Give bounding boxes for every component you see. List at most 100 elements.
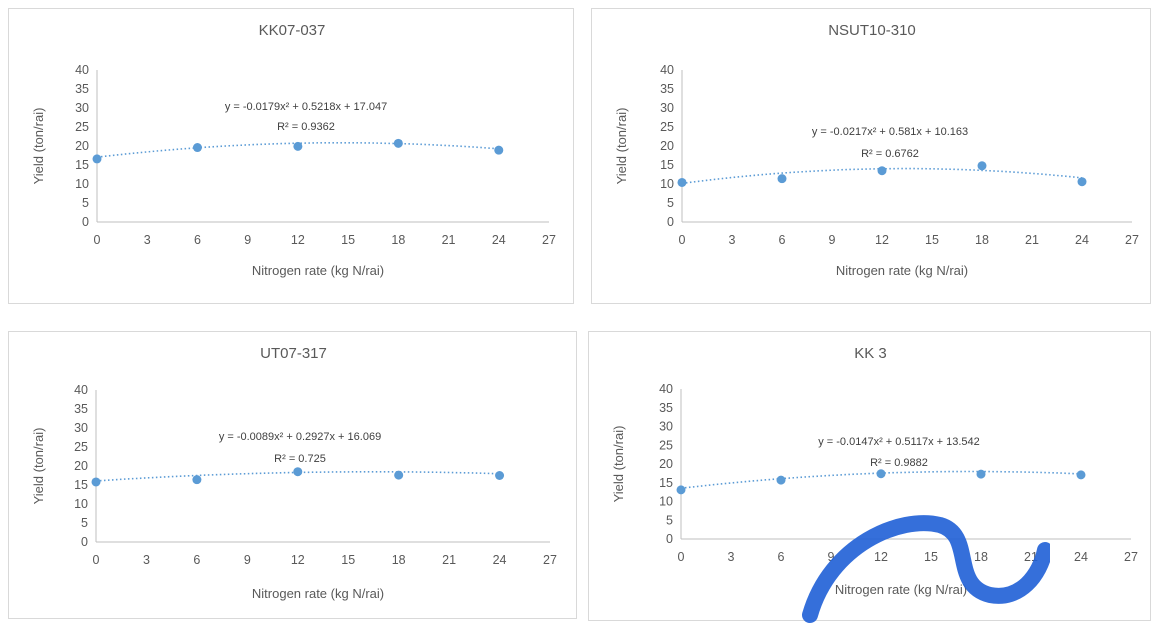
r-squared-label: R² = 0.725 (274, 453, 326, 465)
x-tick-label: 27 (542, 233, 556, 247)
y-tick-label: 5 (82, 196, 89, 210)
y-tick-label: 10 (660, 177, 674, 191)
data-point (192, 475, 202, 485)
data-point (293, 467, 303, 477)
data-point (293, 141, 303, 151)
x-tick-label: 15 (341, 233, 355, 247)
y-tick-label: 20 (74, 459, 88, 473)
x-tick-label: 21 (442, 233, 456, 247)
trendline (95, 471, 500, 482)
x-tick-label: 24 (492, 233, 506, 247)
chart-svg: UT07-317 0 5 10 15 20 25 30 35 40 0 3 6 9 12 15 18 21 24 27… (31, 345, 557, 601)
x-tick-label: 21 (442, 553, 456, 567)
y-tick-label: 25 (74, 440, 88, 454)
y-axis-title: Yield (ton/rai) (31, 428, 46, 505)
x-axis-title: Nitrogen rate (kg N/rai) (835, 582, 967, 597)
y-tick-label: 40 (74, 383, 88, 397)
y-tick-label: 10 (74, 497, 88, 511)
y-tick-label: 35 (75, 82, 89, 96)
data-point (1077, 177, 1087, 187)
x-tick-label: 15 (925, 233, 939, 247)
x-tick-label: 18 (392, 553, 406, 567)
r-squared-label: R² = 0.9362 (277, 121, 335, 133)
data-point (91, 477, 101, 487)
chart-title: NSUT10-310 (828, 22, 916, 39)
data-point (677, 177, 687, 187)
x-tick-label: 9 (244, 233, 251, 247)
chart-title: UT07-317 (260, 345, 327, 362)
y-axis-title: Yield (ton/rai) (31, 108, 46, 185)
x-tick-label: 12 (875, 233, 889, 247)
x-tick-label: 9 (244, 553, 251, 567)
y-tick-label: 25 (660, 120, 674, 134)
x-tick-label: 12 (291, 553, 305, 567)
trend-equation: y = -0.0217x² + 0.581x + 10.163 (812, 126, 968, 138)
y-tick-label: 15 (75, 158, 89, 172)
data-point (776, 475, 786, 485)
chart-svg: KK 3 0 5 10 15 20 25 30 35 40 0 3 6 9 12 15 18 21 24 27 Yiel… (611, 345, 1138, 597)
data-point (877, 166, 887, 176)
x-axis-title: Nitrogen rate (kg N/rai) (252, 586, 384, 601)
y-tick-label: 25 (659, 438, 673, 452)
y-tick-label: 0 (81, 535, 88, 549)
y-tick-label: 20 (659, 457, 673, 471)
x-tick-label: 3 (729, 233, 736, 247)
data-point (494, 145, 504, 155)
y-tick-label: 30 (660, 101, 674, 115)
y-tick-label: 20 (75, 139, 89, 153)
data-point (1076, 470, 1086, 480)
r-squared-label: R² = 0.6762 (861, 148, 919, 160)
x-tick-label: 24 (1075, 233, 1089, 247)
chart-panel-ut07-317: UT07-317 0 5 10 15 20 25 30 35 40 0 3 6 9 12 15 18 21 24 27… (8, 331, 577, 619)
x-tick-label: 9 (828, 550, 835, 564)
x-tick-label: 0 (93, 553, 100, 567)
data-point (495, 471, 505, 480)
x-tick-label: 6 (193, 553, 200, 567)
y-tick-label: 25 (75, 120, 89, 134)
x-tick-label: 27 (1125, 233, 1139, 247)
x-tick-label: 0 (678, 550, 685, 564)
data-point (976, 469, 986, 479)
x-tick-label: 6 (778, 550, 785, 564)
y-tick-label: 30 (75, 101, 89, 115)
data-point (977, 161, 987, 171)
r-squared-label: R² = 0.9882 (870, 457, 928, 469)
x-axis-title: Nitrogen rate (kg N/rai) (252, 263, 384, 278)
x-tick-label: 15 (924, 550, 938, 564)
x-tick-label: 12 (874, 550, 888, 564)
y-tick-label: 15 (74, 478, 88, 492)
chart-svg: NSUT10-310 0 5 10 15 20 25 30 35 40 0 3 6 9 12 15 18 21 24… (614, 22, 1139, 278)
x-tick-label: 3 (144, 233, 151, 247)
x-tick-label: 27 (1124, 550, 1138, 564)
x-tick-label: 18 (975, 233, 989, 247)
x-tick-label: 3 (143, 553, 150, 567)
y-tick-label: 35 (74, 402, 88, 416)
chart-title: KK 3 (854, 345, 887, 362)
y-tick-label: 0 (667, 215, 674, 229)
x-tick-label: 0 (94, 233, 101, 247)
y-tick-label: 10 (75, 177, 89, 191)
y-tick-label: 35 (660, 82, 674, 96)
trend-equation: y = -0.0179x² + 0.5218x + 17.047 (225, 101, 387, 113)
chart-svg: KK07-037 0 5 10 15 20 25 30 35 40 0 3 6 9 12 15 18 21 24 27… (31, 22, 556, 278)
x-tick-label: 0 (679, 233, 686, 247)
trend-equation: y = -0.0089x² + 0.2927x + 16.069 (219, 431, 381, 443)
chart-panel-kk07-037: KK07-037 0 5 10 15 20 25 30 35 40 0 3 6 9 12 15 18 21 24 27… (8, 8, 574, 304)
x-tick-label: 24 (1074, 550, 1088, 564)
data-point (876, 469, 886, 479)
chart-title: KK07-037 (259, 22, 326, 39)
x-tick-label: 6 (194, 233, 201, 247)
x-tick-label: 18 (974, 550, 988, 564)
data-point (394, 470, 404, 480)
y-tick-label: 5 (667, 196, 674, 210)
y-tick-label: 40 (659, 382, 673, 396)
x-tick-label: 6 (779, 233, 786, 247)
x-tick-label: 24 (493, 553, 507, 567)
y-tick-label: 35 (659, 401, 673, 415)
y-tick-label: 5 (666, 513, 673, 527)
y-tick-label: 15 (660, 158, 674, 172)
y-tick-label: 40 (660, 63, 674, 77)
x-tick-label: 21 (1025, 233, 1039, 247)
x-tick-label: 3 (728, 550, 735, 564)
y-tick-label: 0 (82, 215, 89, 229)
